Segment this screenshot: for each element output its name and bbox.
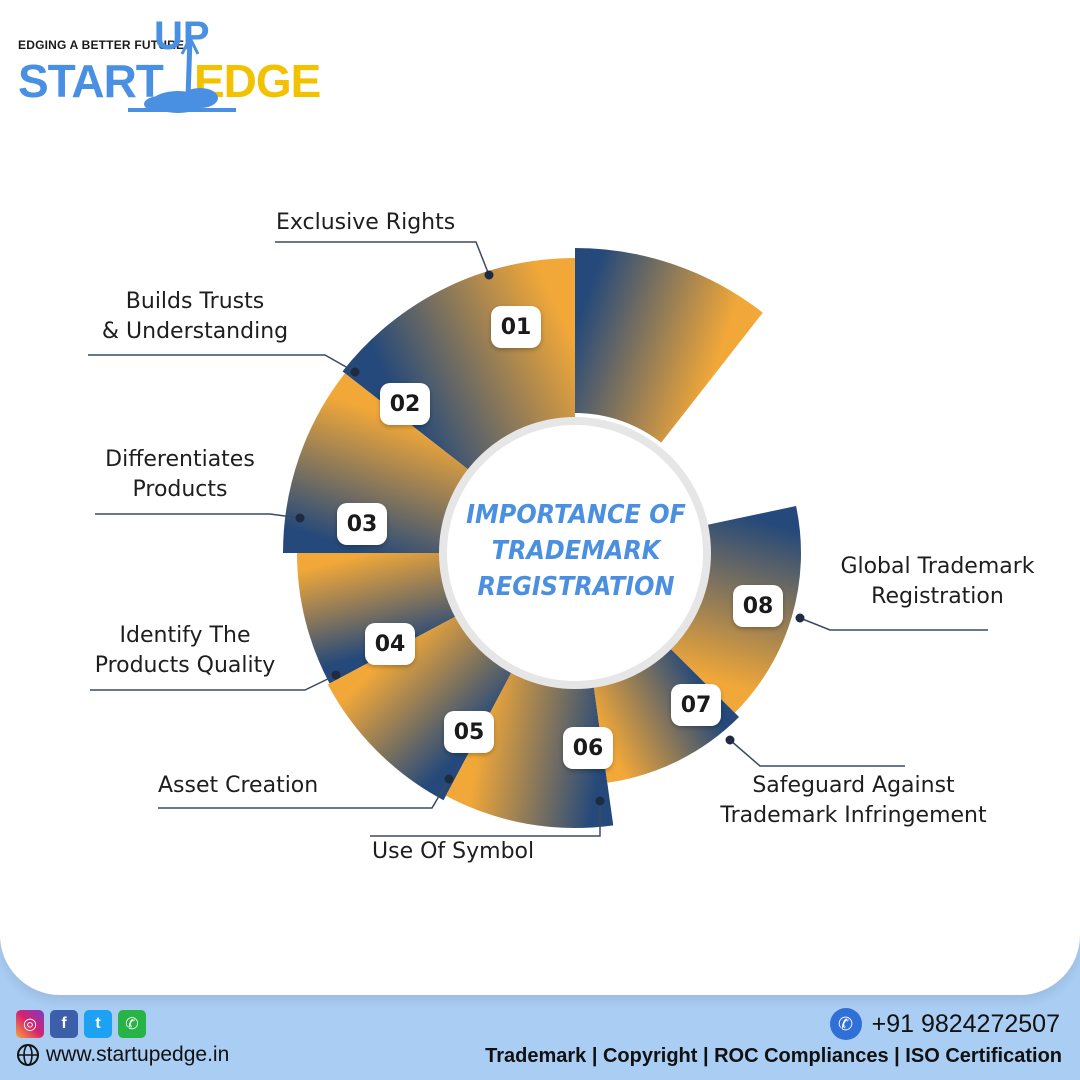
connector-line-04 <box>90 674 337 691</box>
benefit-label-01: Exclusive Rights <box>276 210 456 235</box>
step-number-03: 03 <box>337 503 387 545</box>
brand-tagline: EDGING A BETTER FUTURE <box>18 38 185 52</box>
benefit-label-05: Asset Creation <box>158 773 319 798</box>
connector-line-02 <box>88 354 356 373</box>
step-number-04: 04 <box>365 623 415 665</box>
segment-06 <box>445 664 614 828</box>
globe-icon <box>17 1044 39 1066</box>
brand-word-start: START <box>18 55 164 107</box>
startupedge-logo[interactable]: EDGING A BETTER FUTURE UP START EDGE <box>18 14 321 118</box>
segment-03 <box>283 373 471 553</box>
benefit-label-07: Safeguard Against Trademark Infringement <box>720 773 987 828</box>
center-circle <box>439 417 711 689</box>
connector-dot-02 <box>350 367 360 377</box>
step-number-01: 01 <box>491 306 541 348</box>
connector-line-01 <box>275 241 490 276</box>
connector-line-08 <box>799 617 988 631</box>
segment-08 <box>664 506 801 713</box>
step-number-08: 08 <box>733 585 783 627</box>
instagram-icon[interactable]: ◎ <box>16 1010 44 1038</box>
connector-dot-01 <box>484 270 494 280</box>
connector-dot-06 <box>595 796 605 806</box>
connector-line-06 <box>370 801 601 837</box>
diagram-title: IMPORTANCE OF TRADEMARK REGISTRATION <box>466 500 686 602</box>
connector-line-05 <box>158 778 450 809</box>
services-list: Trademark | Copyright | ROC Compliances … <box>485 1045 1062 1067</box>
twitter-icon[interactable]: t <box>84 1010 112 1038</box>
segment-01 <box>575 248 763 443</box>
connector-dot-08 <box>795 613 805 623</box>
benefit-label-06: Use Of Symbol <box>372 839 535 864</box>
connector-line-07 <box>729 739 905 767</box>
connector-dot-05 <box>444 774 454 784</box>
connector-dot-03 <box>295 513 305 523</box>
website-url: www.startupedge.in <box>46 1043 230 1066</box>
content-card: EDGING A BETTER FUTURE UP START EDGE IMP… <box>0 0 1080 995</box>
phone-icon: ✆ <box>829 1008 862 1040</box>
connector-dot-07 <box>725 735 735 745</box>
phone-number: +91 9824272507 <box>871 1009 1060 1038</box>
step-number-06: 06 <box>563 727 613 769</box>
benefit-label-08: Global Trademark Registration <box>840 554 1035 609</box>
social-links: ◎ f t ✆ <box>16 1010 146 1038</box>
website-link[interactable]: www.startupedge.in <box>16 1043 229 1067</box>
segment-04 <box>297 553 459 684</box>
benefit-label-03: Differentiates Products <box>105 447 255 502</box>
trademark-diagram <box>88 241 988 837</box>
benefit-label-04: Identify The Products Quality <box>94 623 276 678</box>
rocket-cloud-icon <box>128 34 236 113</box>
phone-contact[interactable]: ✆ +91 9824272507 <box>829 1008 1060 1040</box>
benefit-label-02: Builds Trusts & Understanding <box>101 289 289 344</box>
facebook-icon[interactable]: f <box>50 1010 78 1038</box>
whatsapp-icon[interactable]: ✆ <box>118 1010 146 1038</box>
step-number-07: 07 <box>671 684 721 726</box>
connector-dot-04 <box>331 670 341 680</box>
step-number-05: 05 <box>444 711 494 753</box>
step-number-02: 02 <box>380 383 430 425</box>
connector-line-03 <box>95 513 301 519</box>
brand-word-up: UP <box>154 14 210 58</box>
